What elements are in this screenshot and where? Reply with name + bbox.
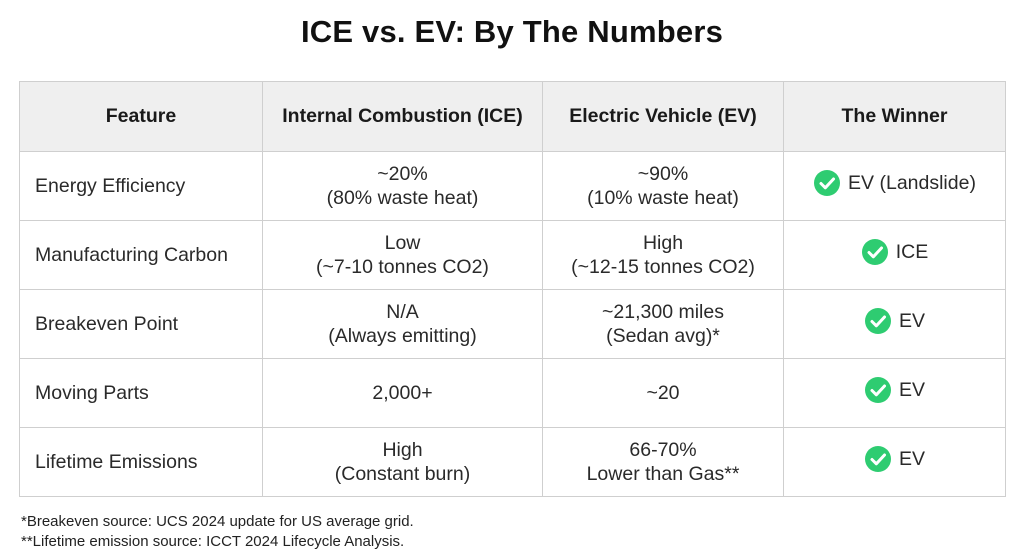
table-row: Moving Parts 2,000+ ~20 EV: [19, 358, 1006, 428]
ice-value: 2,000+: [372, 382, 433, 404]
feature-cell: Lifetime Emissions: [19, 427, 263, 497]
ev-value: 66-70%: [629, 439, 697, 461]
ev-value: High: [642, 232, 684, 254]
ev-cell: ~90% (10% waste heat): [542, 151, 784, 221]
feature-cell: Energy Efficiency: [19, 151, 263, 221]
ice-value: ~20%: [377, 163, 428, 185]
header-winner: The Winner: [783, 81, 1006, 152]
feature-cell: Manufacturing Carbon: [19, 220, 263, 290]
ev-value: ~90%: [637, 163, 689, 185]
ev-detail: (~12-15 tonnes CO2): [571, 256, 755, 278]
winner-label: EV: [898, 379, 925, 401]
winner-cell: ICE: [783, 220, 1006, 290]
ice-cell: Low (~7-10 tonnes CO2): [262, 220, 543, 290]
check-circle-icon: [864, 308, 891, 334]
winner-cell: EV: [783, 289, 1006, 359]
ice-cell: 2,000+: [262, 358, 543, 428]
footnote-lifetime: **Lifetime emission source: ICCT 2024 Li…: [21, 533, 405, 550]
header-ice: Internal Combustion (ICE): [262, 81, 543, 152]
winner-cell: EV (Landslide): [783, 151, 1006, 221]
ev-cell: 66-70% Lower than Gas**: [542, 427, 784, 497]
ice-cell: High (Constant burn): [262, 427, 543, 497]
table-row: Lifetime Emissions High (Constant burn) …: [19, 427, 1006, 497]
ev-cell: High (~12-15 tonnes CO2): [542, 220, 784, 290]
winner-label: ICE: [895, 241, 929, 263]
ev-cell: ~20: [542, 358, 784, 428]
ev-cell: ~21,300 miles (Sedan avg)*: [542, 289, 784, 359]
check-circle-icon: [864, 377, 891, 403]
page-title: ICE vs. EV: By The Numbers: [300, 14, 724, 49]
ev-value: ~20: [646, 382, 680, 404]
winner-cell: EV: [783, 427, 1006, 497]
comparison-table: Feature Internal Combustion (ICE) Electr…: [19, 81, 1006, 497]
ev-value: ~21,300 miles: [602, 301, 724, 323]
winner-cell: EV: [783, 358, 1006, 428]
table-header-row: Feature Internal Combustion (ICE) Electr…: [19, 81, 1006, 152]
check-circle-icon: [864, 446, 891, 472]
ice-detail: (Always emitting): [328, 325, 477, 347]
footnote-breakeven: *Breakeven source: UCS 2024 update for U…: [21, 513, 414, 530]
table-row: Breakeven Point N/A (Always emitting) ~2…: [19, 289, 1006, 359]
ice-cell: ~20% (80% waste heat): [262, 151, 543, 221]
table-row: Manufacturing Carbon Low (~7-10 tonnes C…: [19, 220, 1006, 290]
ice-cell: N/A (Always emitting): [262, 289, 543, 359]
ev-detail: (Sedan avg)*: [606, 325, 720, 347]
feature-cell: Breakeven Point: [19, 289, 263, 359]
check-circle-icon: [814, 170, 841, 196]
ice-detail: (80% waste heat): [326, 187, 479, 209]
check-circle-icon: [861, 239, 888, 265]
ice-detail: (Constant burn): [334, 463, 471, 485]
ev-detail: Lower than Gas**: [586, 463, 740, 485]
winner-label: EV: [898, 310, 925, 332]
feature-cell: Moving Parts: [19, 358, 263, 428]
ev-detail: (10% waste heat): [587, 187, 739, 209]
ice-value: N/A: [386, 301, 419, 323]
ice-value: Low: [384, 232, 421, 254]
footnotes: *Breakeven source: UCS 2024 update for U…: [21, 512, 414, 552]
ice-detail: (~7-10 tonnes CO2): [316, 256, 489, 278]
ice-value: High: [382, 439, 423, 461]
table-row: Energy Efficiency ~20% (80% waste heat) …: [19, 151, 1006, 221]
winner-label: EV (Landslide): [848, 172, 976, 194]
winner-label: EV: [898, 448, 925, 470]
header-feature: Feature: [19, 81, 263, 152]
header-ev: Electric Vehicle (EV): [542, 81, 784, 152]
